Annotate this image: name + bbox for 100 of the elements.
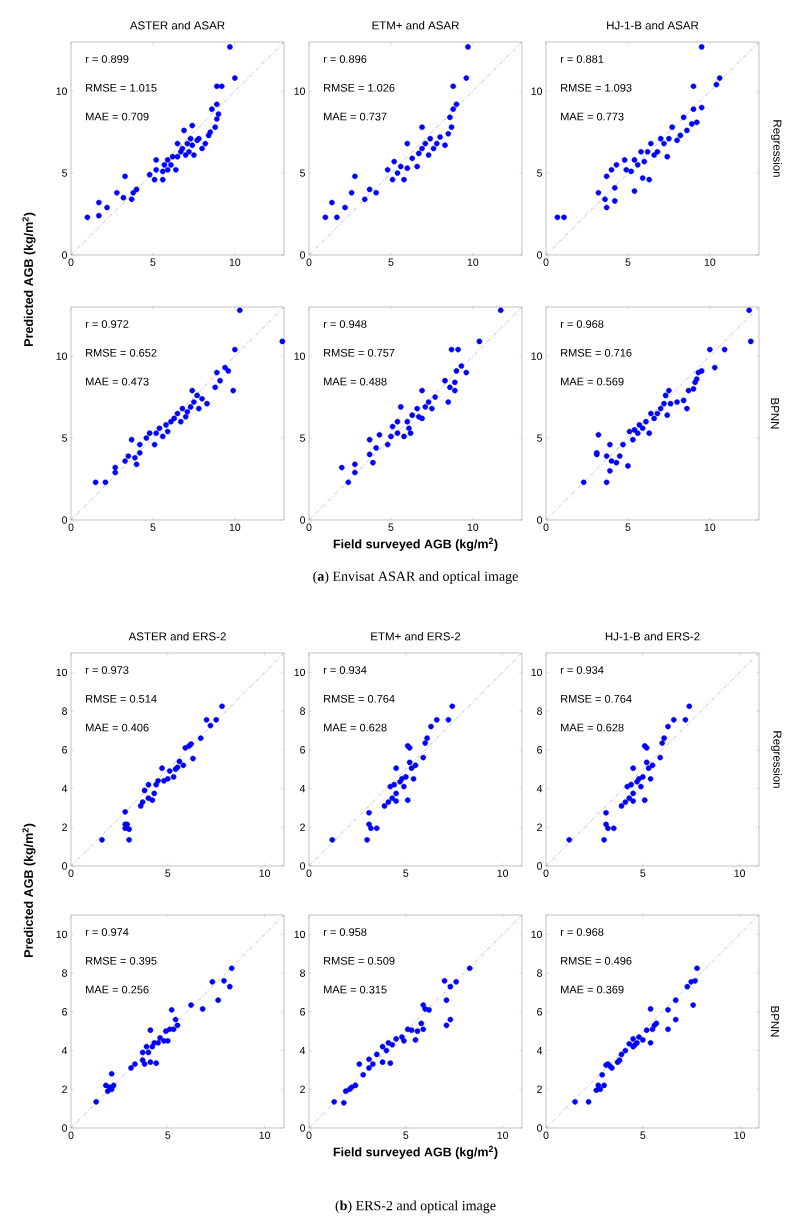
annotation: MAE = 0.369: [561, 985, 624, 994]
x-tick-label: 5: [403, 869, 409, 877]
y-tick-label: 2: [62, 1085, 67, 1093]
annotation: r = 0.896: [323, 55, 367, 63]
x-tick-label: 0: [68, 869, 74, 877]
x-tick-label: 10: [734, 1131, 746, 1139]
y2-axis-title: BPNN: [771, 1006, 779, 1037]
chart-title: HJ-1-B and ASAR: [607, 21, 699, 30]
y-tick-label: 10: [531, 930, 543, 939]
annotation: r = 0.972: [85, 320, 129, 328]
y-tick-label: 6: [537, 1008, 542, 1016]
y-tick-label: 0: [299, 251, 306, 259]
x-tick-label: 5: [640, 869, 646, 877]
x-tick-label: 10: [734, 869, 746, 877]
annotation: RMSE = 1.093: [561, 83, 632, 92]
annotation: RMSE = 0.757: [324, 348, 395, 357]
annotation: RMSE = 0.764: [324, 694, 395, 703]
annotation: RMSE = 0.764: [561, 694, 632, 703]
y-tick-label: 10: [531, 352, 543, 360]
chart-title: ETM+ and ASAR: [372, 21, 459, 30]
y-tick-label: 10: [294, 87, 305, 95]
annotation: RMSE = 1.026: [324, 83, 395, 92]
x-tick-label: 5: [403, 1131, 409, 1139]
x-axis-title: Field surveyed AGB (kg/m$^{2}$): [333, 1145, 498, 1159]
x-tick-label: 5: [150, 523, 156, 531]
y-tick-label: 5: [62, 434, 67, 442]
x-tick-label: 5: [625, 523, 631, 531]
x-tick-label: 0: [68, 523, 74, 531]
y-tick-label: 2: [537, 823, 542, 831]
x-tick-label: 0: [68, 1131, 74, 1139]
x-tick-label: 10: [259, 869, 271, 877]
y-tick-label: 8: [537, 969, 542, 977]
annotation: r = 0.934: [560, 666, 604, 674]
x-tick-label: 5: [165, 869, 171, 877]
y-tick-label: 10: [56, 87, 67, 95]
annotation: MAE = 0.569: [561, 377, 624, 386]
chart-title: ASTER and ERS-2: [128, 632, 226, 641]
y-tick-label: 2: [300, 1085, 305, 1093]
y-tick-label: 0: [61, 251, 68, 259]
x-tick-label: 5: [150, 258, 156, 266]
x-tick-label: 0: [306, 869, 312, 877]
x-tick-label: 10: [704, 523, 716, 531]
y-tick-label: 4: [299, 1046, 306, 1055]
x-tick-label: 0: [306, 1131, 312, 1139]
y-tick-label: 5: [537, 169, 542, 177]
y-tick-label: 0: [299, 516, 306, 524]
annotation: RMSE = 0.652: [86, 348, 157, 357]
annotation: MAE = 0.488: [324, 377, 387, 386]
x-tick-label: 10: [229, 258, 241, 266]
y-tick-label: 0: [61, 516, 68, 524]
x-tick-label: 0: [306, 258, 312, 266]
y-tick-label: 4: [61, 784, 68, 793]
x-tick-label: 5: [640, 1131, 646, 1139]
annotation: MAE = 0.473: [86, 377, 149, 386]
y-tick-label: 6: [537, 746, 542, 754]
chart-title: ETM+ and ERS-2: [371, 632, 461, 641]
x-tick-label: 0: [543, 523, 549, 531]
annotation: MAE = 0.628: [324, 723, 387, 732]
annotation: MAE = 0.406: [86, 723, 149, 732]
y-tick-label: 0: [299, 862, 306, 870]
annotation: r = 0.958: [323, 928, 367, 936]
y-tick-label: 4: [536, 1046, 543, 1055]
annotation: r = 0.973: [85, 666, 129, 674]
annotation: MAE = 0.773: [561, 112, 624, 121]
y-axis-title: Predicted AGB (kg/m$^{2}$): [22, 823, 36, 957]
y2-axis-title: BPNN: [771, 398, 779, 429]
y-tick-label: 0: [536, 862, 543, 870]
y-tick-label: 0: [536, 516, 543, 524]
y-tick-label: 4: [61, 1046, 68, 1055]
x-tick-label: 0: [543, 869, 549, 877]
chart-title: HJ-1-B and ERS-2: [605, 632, 700, 641]
y-tick-label: 8: [537, 707, 542, 715]
x-tick-label: 0: [68, 258, 74, 266]
y-tick-label: 0: [61, 862, 68, 870]
annotation: RMSE = 0.496: [561, 956, 632, 965]
y-tick-label: 6: [300, 746, 305, 754]
y-tick-label: 5: [537, 434, 542, 442]
y-tick-label: 5: [62, 169, 67, 177]
y-tick-label: 6: [300, 1008, 305, 1016]
annotation: MAE = 0.709: [86, 112, 149, 121]
y-tick-label: 10: [56, 930, 68, 939]
y-tick-label: 8: [300, 969, 305, 977]
y-tick-label: 6: [62, 1008, 67, 1016]
annotation: MAE = 0.628: [561, 723, 624, 732]
annotation: r = 0.899: [85, 55, 129, 63]
y-tick-label: 0: [536, 1124, 543, 1132]
x-tick-label: 5: [388, 523, 394, 531]
y-tick-label: 6: [62, 746, 67, 754]
annotation: MAE = 0.315: [324, 985, 387, 994]
x-tick-label: 0: [306, 523, 312, 531]
annotation: r = 0.934: [323, 666, 367, 674]
x-tick-label: 10: [467, 523, 479, 531]
annotation: r = 0.968: [560, 928, 604, 936]
y-tick-label: 8: [62, 969, 67, 977]
y-tick-label: 10: [294, 668, 305, 677]
x-tick-label: 10: [467, 258, 479, 266]
y-tick-label: 8: [62, 707, 67, 715]
y-tick-label: 4: [299, 784, 306, 793]
y-tick-label: 5: [300, 434, 305, 442]
y-tick-label: 10: [294, 930, 305, 939]
